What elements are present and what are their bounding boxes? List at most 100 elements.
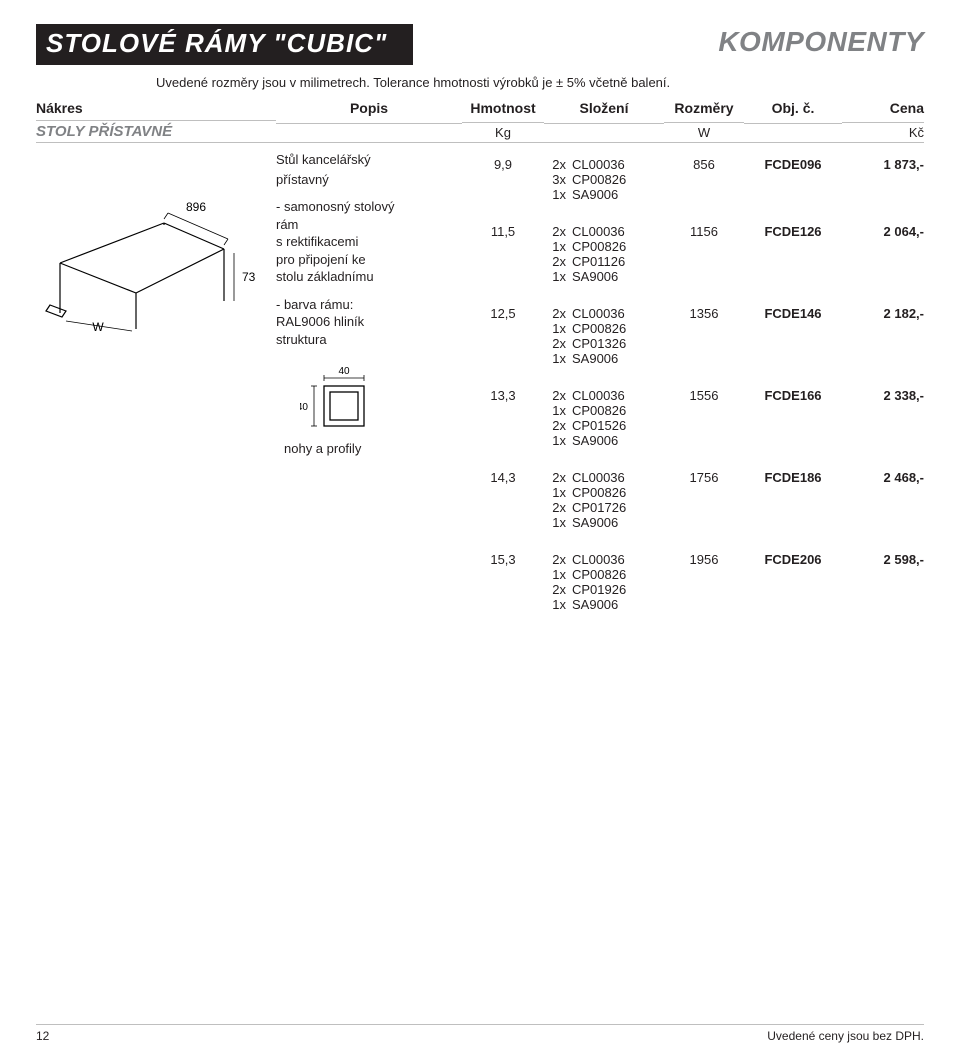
title-left: STOLOVÉ RÁMY "CUBIC" — [36, 24, 413, 65]
comp-qty: 2x — [544, 306, 572, 321]
comp-qty: 1x — [544, 597, 572, 612]
cell-weight: 11,5 — [462, 224, 544, 284]
comp-qty: 1x — [544, 403, 572, 418]
section-label: STOLY PŘÍSTAVNÉ — [36, 120, 276, 143]
popis-line: - samonosný stolový — [276, 198, 456, 216]
cell-cena: 2 338,- — [842, 388, 924, 448]
comp-code: CL00036 — [572, 552, 625, 567]
cell-obj: FCDE206 — [744, 552, 842, 612]
section-spacer — [276, 123, 462, 143]
section-fill2 — [744, 123, 842, 143]
cell-dim: 1556 — [664, 388, 744, 448]
comp-line: 1xCP00826 — [544, 485, 664, 500]
comp-line: 1xCP00826 — [544, 321, 664, 336]
popis-cell: Stůl kancelářský přístavný - samonosný s… — [276, 143, 462, 466]
header-obj: Obj. č. — [744, 100, 842, 118]
comp-qty: 2x — [544, 157, 572, 172]
cell-obj: FCDE146 — [744, 306, 842, 366]
comp-qty: 1x — [544, 567, 572, 582]
popis-line: s rektifikacemi — [276, 233, 456, 251]
data-cell: 9,92xCL000363xCP008261xSA9006856FCDE0961… — [462, 143, 924, 628]
comp-qty: 1x — [544, 433, 572, 448]
comp-qty: 2x — [544, 418, 572, 433]
unit-price: Kč — [842, 122, 924, 143]
comp-code: CP00826 — [572, 403, 626, 418]
cell-weight: 9,9 — [462, 157, 544, 202]
cell-composition: 2xCL000361xCP008262xCP019261xSA9006 — [544, 552, 664, 612]
header-nakres: Nákres — [36, 100, 276, 118]
unit-dim: W — [664, 122, 744, 143]
cell-dim: 1156 — [664, 224, 744, 284]
comp-line: 2xCL00036 — [544, 552, 664, 567]
comp-line: 2xCL00036 — [544, 157, 664, 172]
cell-obj: FCDE096 — [744, 157, 842, 202]
comp-qty: 2x — [544, 582, 572, 597]
comp-line: 1xSA9006 — [544, 515, 664, 530]
comp-code: SA9006 — [572, 269, 618, 284]
cell-obj: FCDE186 — [744, 470, 842, 530]
comp-line: 1xCP00826 — [544, 239, 664, 254]
cell-dim: 1356 — [664, 306, 744, 366]
comp-code: CL00036 — [572, 157, 625, 172]
popis-line: stolu základnímu — [276, 268, 456, 286]
page: STOLOVÉ RÁMY "CUBIC" KOMPONENTY Uvedené … — [0, 0, 960, 1053]
cell-weight: 12,5 — [462, 306, 544, 366]
cell-weight: 14,3 — [462, 470, 544, 530]
cell-composition: 2xCL000363xCP008261xSA9006 — [544, 157, 664, 202]
comp-code: SA9006 — [572, 515, 618, 530]
popis-line: pro připojení ke — [276, 251, 456, 269]
title-row: STOLOVÉ RÁMY "CUBIC" KOMPONENTY — [36, 24, 924, 65]
cell-composition: 2xCL000361xCP008262xCP015261xSA9006 — [544, 388, 664, 448]
comp-code: CL00036 — [572, 224, 625, 239]
subtitle: Uvedené rozměry jsou v milimetrech. Tole… — [36, 65, 924, 96]
cell-dim: 1756 — [664, 470, 744, 530]
comp-line: 2xCL00036 — [544, 388, 664, 403]
comp-code: CL00036 — [572, 388, 625, 403]
cell-composition: 2xCL000361xCP008262xCP011261xSA9006 — [544, 224, 664, 284]
cell-cena: 2 598,- — [842, 552, 924, 612]
popis-line: Stůl kancelářský — [276, 151, 456, 169]
body-row: 896 732 W Stůl kancelářský přístavný - s… — [36, 143, 924, 628]
frame-drawing: 896 732 W — [36, 153, 256, 333]
cell-composition: 2xCL000361xCP008262xCP017261xSA9006 — [544, 470, 664, 530]
comp-line: 2xCL00036 — [544, 224, 664, 239]
comp-line: 2xCP01926 — [544, 582, 664, 597]
comp-line: 2xCP01126 — [544, 254, 664, 269]
data-row: 13,32xCL000361xCP008262xCP015261xSA90061… — [462, 382, 924, 464]
comp-qty: 1x — [544, 269, 572, 284]
comp-line: 2xCL00036 — [544, 306, 664, 321]
header-popis: Popis — [276, 100, 462, 118]
cell-dim: 1956 — [664, 552, 744, 612]
comp-line: 1xSA9006 — [544, 433, 664, 448]
comp-qty: 1x — [544, 239, 572, 254]
comp-line: 1xSA9006 — [544, 597, 664, 612]
popis-line: RAL9006 hliník — [276, 313, 456, 331]
cell-weight: 13,3 — [462, 388, 544, 448]
comp-line: 2xCP01726 — [544, 500, 664, 515]
comp-line: 1xCP00826 — [544, 403, 664, 418]
comp-code: SA9006 — [572, 187, 618, 202]
cell-composition: 2xCL000361xCP008262xCP013261xSA9006 — [544, 306, 664, 366]
popis-line: - barva rámu: — [276, 296, 456, 314]
data-row: 12,52xCL000361xCP008262xCP013261xSA90061… — [462, 300, 924, 382]
profile-dim-h: 40 — [300, 402, 308, 413]
profile-dim-w: 40 — [338, 366, 350, 377]
popis-line: struktura — [276, 331, 456, 349]
cell-dim: 856 — [664, 157, 744, 202]
comp-qty: 3x — [544, 172, 572, 187]
comp-line: 3xCP00826 — [544, 172, 664, 187]
column-headers: Nákres Popis Hmotnost Složení Rozměry Ob… — [36, 96, 924, 118]
comp-qty: 2x — [544, 224, 572, 239]
cell-cena: 2 064,- — [842, 224, 924, 284]
comp-code: CP00826 — [572, 172, 626, 187]
comp-line: 1xSA9006 — [544, 187, 664, 202]
data-row: 9,92xCL000363xCP008261xSA9006856FCDE0961… — [462, 151, 924, 218]
cell-cena: 1 873,- — [842, 157, 924, 202]
footer-page: 12 — [36, 1029, 49, 1043]
comp-line: 1xCP00826 — [544, 567, 664, 582]
popis-line: přístavný — [276, 171, 456, 189]
footer-note: Uvedené ceny jsou bez DPH. — [767, 1029, 924, 1043]
cell-weight: 15,3 — [462, 552, 544, 612]
comp-code: CP00826 — [572, 567, 626, 582]
comp-code: CP01726 — [572, 500, 626, 515]
